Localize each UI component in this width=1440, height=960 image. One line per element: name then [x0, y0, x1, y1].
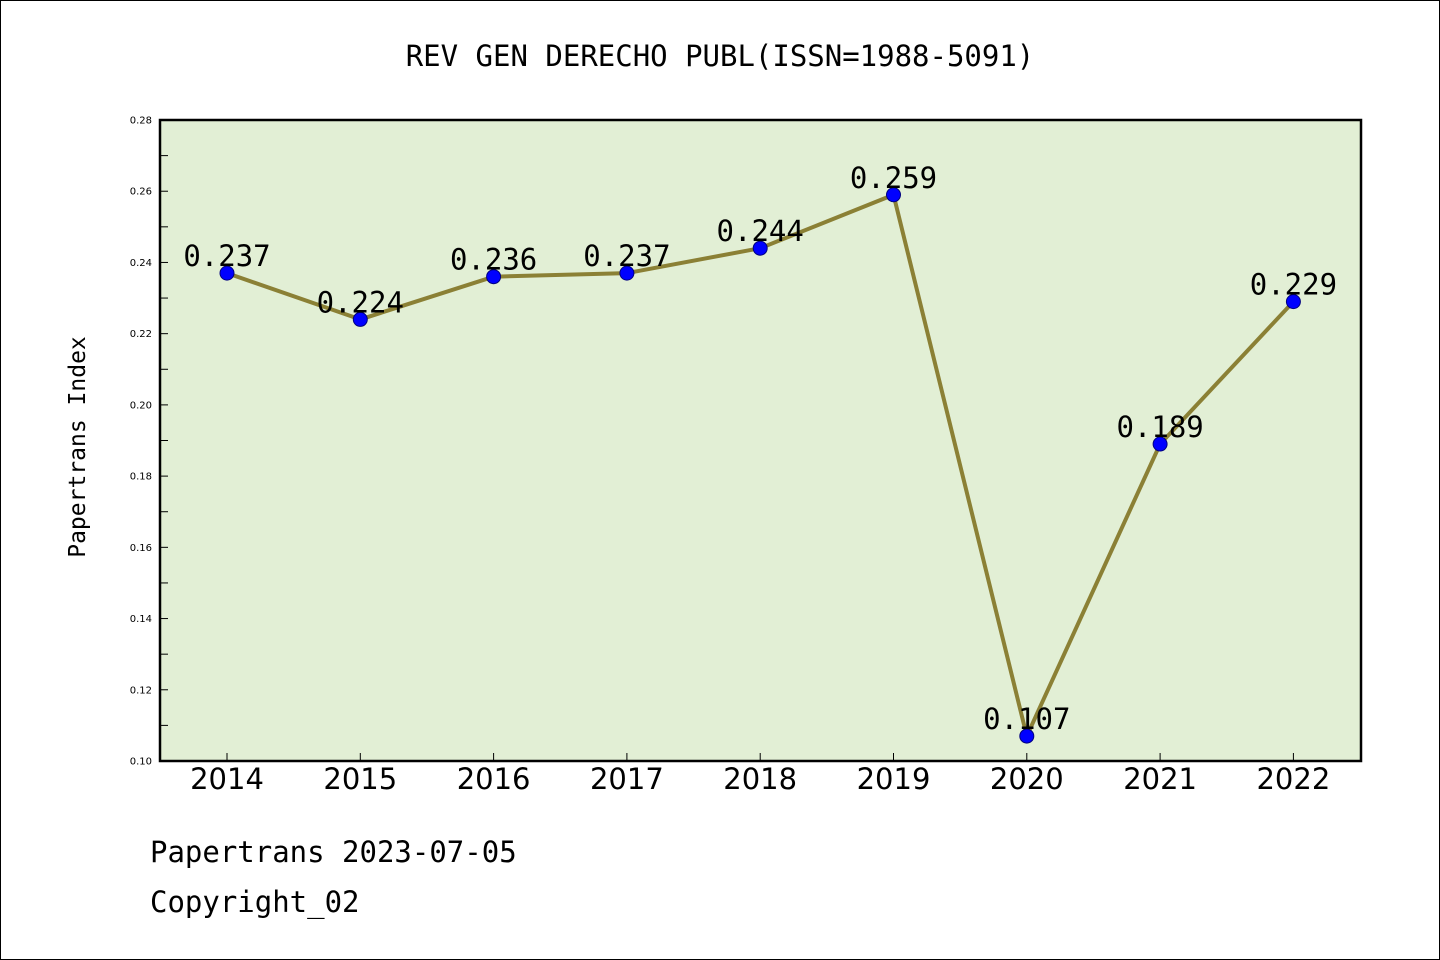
- y-tick-label: 0.18: [130, 472, 152, 483]
- y-tick-label: 0.16: [130, 543, 152, 554]
- data-label-2015: 0.224: [317, 285, 404, 319]
- y-tick-label: 0.20: [130, 400, 152, 411]
- y-tick-label: 0.24: [130, 258, 152, 269]
- plot-border: [158, 118, 1363, 763]
- x-tick-label: 2020: [990, 762, 1064, 796]
- x-tick-label: 2017: [590, 762, 664, 796]
- data-label-2020: 0.107: [983, 702, 1070, 736]
- data-point-2020: [1019, 728, 1035, 744]
- data-point-2018: [752, 240, 768, 256]
- data-point-2016: [486, 269, 502, 285]
- y-tick-label: 0.10: [130, 757, 152, 768]
- series-layer: 0.237 0.224 0.236 0.237 0.244 0.259 0.107 0.189…: [183, 161, 1337, 744]
- y-axis: 0.10 0.12 0.14 0.16 0.18 0.20 0.22 0.24 0.26 0.28: [130, 116, 168, 768]
- x-axis: 2014 2015 2016 2017 2018 2019 2020 2021 2022: [190, 753, 1330, 796]
- data-point-2021: [1152, 436, 1168, 452]
- data-label-2022: 0.229: [1250, 268, 1337, 302]
- y-tick-label: 0.26: [130, 187, 152, 198]
- y-tick-label: 0.28: [130, 116, 152, 127]
- x-tick-label: 2015: [323, 762, 397, 796]
- footer-copyright: Copyright_02: [150, 885, 360, 919]
- x-tick-label: 2018: [723, 762, 797, 796]
- chart-title: REV GEN DERECHO PUBL(ISSN=1988-5091): [406, 39, 1035, 73]
- data-label-2019: 0.259: [850, 161, 937, 195]
- x-tick-label: 2019: [857, 762, 931, 796]
- data-point-2015: [352, 311, 368, 327]
- y-tick-label: 0.14: [130, 614, 152, 625]
- x-tick-label: 2021: [1123, 762, 1197, 796]
- data-point-2022: [1285, 294, 1301, 310]
- data-label-2016: 0.236: [450, 243, 537, 277]
- x-tick-label: 2014: [190, 762, 264, 796]
- data-point-2017: [619, 265, 635, 281]
- data-label-2018: 0.244: [717, 214, 804, 248]
- x-tick-label: 2016: [457, 762, 531, 796]
- data-label-2021: 0.189: [1116, 410, 1203, 444]
- x-tick-label: 2022: [1256, 762, 1330, 796]
- footer-date: Papertrans 2023-07-05: [150, 835, 517, 869]
- data-point-2014: [219, 265, 235, 281]
- y-axis-label: Papertrans Index: [65, 336, 91, 558]
- y-tick-label: 0.22: [130, 329, 152, 340]
- y-tick-label: 0.12: [130, 685, 152, 696]
- data-label-2014: 0.237: [183, 239, 270, 273]
- data-point-2019: [886, 187, 901, 203]
- data-label-2017: 0.237: [583, 239, 670, 273]
